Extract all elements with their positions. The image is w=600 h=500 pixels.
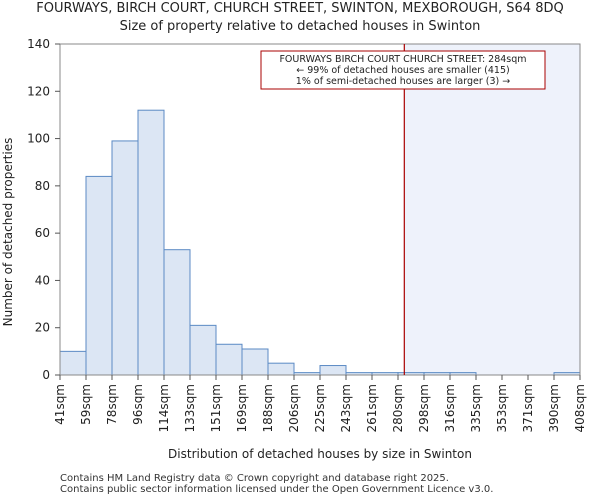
x-axis-title: Distribution of detached houses by size … (168, 447, 472, 461)
x-tick-label: 188sqm (261, 384, 275, 432)
y-tick-label: 100 (27, 132, 50, 146)
bar-114sqm (163, 249, 191, 376)
x-tick-label: 298sqm (417, 384, 431, 432)
x-tick-label: 335sqm (469, 384, 483, 432)
annotation-line-2: ← 99% of detached houses are smaller (41… (296, 65, 509, 76)
bar-151sqm (215, 343, 243, 376)
x-tick-label: 225sqm (313, 384, 327, 432)
annotation-line-1: FOURWAYS BIRCH COURT CHURCH STREET: 284s… (279, 54, 526, 65)
annotation-box (260, 50, 546, 90)
y-tick-label: 80 (35, 179, 50, 193)
x-tick-label: 371sqm (521, 384, 535, 432)
bar-78sqm (111, 140, 139, 376)
footer-line-2: Contains public sector information licen… (60, 484, 494, 495)
x-tick-label: 114sqm (157, 384, 171, 432)
y-axis-title: Number of detached properties (1, 138, 15, 327)
bar-96sqm (137, 109, 165, 376)
bar-59sqm (85, 175, 113, 376)
x-tick-label: 280sqm (391, 384, 405, 432)
y-tick-label: 20 (35, 321, 50, 335)
footer-line-1: Contains HM Land Registry data © Crown c… (60, 473, 449, 484)
bar-41sqm (59, 350, 87, 376)
bar-133sqm (189, 324, 217, 376)
y-tick-label: 140 (27, 37, 50, 51)
x-tick-label: 133sqm (183, 384, 197, 432)
bar-225sqm (319, 365, 347, 376)
annotation-line-3: 1% of semi-detached houses are larger (3… (296, 76, 510, 87)
y-tick-label: 60 (35, 226, 50, 240)
y-tick-label: 40 (35, 273, 50, 287)
x-tick-label: 206sqm (287, 384, 301, 432)
x-tick-label: 408sqm (573, 384, 587, 432)
x-tick-label: 41sqm (53, 384, 67, 425)
x-tick-label: 261sqm (365, 384, 379, 432)
x-tick-label: 151sqm (209, 384, 223, 432)
highlight-region (404, 44, 580, 375)
y-tick-label: 0 (42, 368, 50, 382)
chart-title: FOURWAYS, BIRCH COURT, CHURCH STREET, SW… (36, 1, 564, 16)
bar-169sqm (241, 348, 269, 376)
x-tick-label: 316sqm (443, 384, 457, 432)
x-tick-label: 59sqm (79, 384, 93, 425)
bar-188sqm (267, 362, 295, 376)
marker-annotation: FOURWAYS BIRCH COURT CHURCH STREET: 284s… (260, 50, 546, 90)
x-tick-label: 243sqm (339, 384, 353, 432)
x-tick-label: 169sqm (235, 384, 249, 432)
x-tick-label: 96sqm (131, 384, 145, 425)
x-tick-label: 353sqm (495, 384, 509, 432)
x-tick-label: 78sqm (105, 384, 119, 425)
y-tick-label: 120 (27, 84, 50, 98)
chart-subtitle: Size of property relative to detached ho… (119, 19, 481, 34)
x-tick-label: 390sqm (547, 384, 561, 432)
